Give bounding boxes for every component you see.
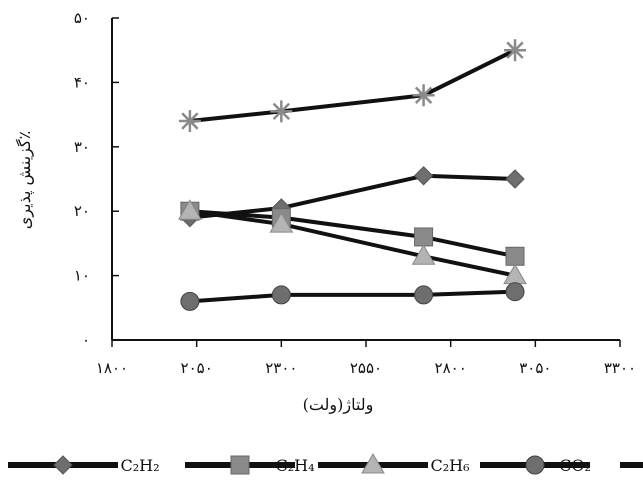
legend-marker [53,455,73,475]
series-line [189,48,516,124]
legend-marker [525,455,545,475]
data-point [270,100,293,123]
y-axis-title: گزینش پذیری٪ [15,131,34,229]
series-line [189,209,516,259]
data-point [504,39,527,62]
legend: C₂H₂ C₂H₄ C₂H₆ CO₂ [8,453,643,475]
y-tick-label: ۱۰ [74,267,90,285]
legend-label: C₂H₂ [120,456,159,475]
x-tick-label: ۲۵۵۰ [350,359,382,377]
series-line [189,209,516,278]
x-tick-label: ۲۸۰۰ [435,359,467,377]
data-point [269,212,294,233]
series-line [189,289,516,304]
data-point [414,285,434,305]
data-point [271,285,291,305]
plot-layer: ۰ ۱۰ ۲۰ ۳۰ ۴۰ ۵۰ ۱۸۰۰ ۲۰۵۰ ۲۳۰۰ ۲۵۵۰ ۲۸۰۰ ۳۰۵۰ ۳۳۰۰ [74,9,636,377]
x-tick-label: ۳۳۰۰ [604,359,636,377]
legend-marker [230,455,250,475]
y-tick-label: ۳۰ [74,138,90,156]
y-tick-label: ۰ [82,331,90,349]
data-point [411,244,436,265]
data-point [178,199,202,220]
legend-label: CO₂ [559,456,591,475]
legend-label: C₂H₆ [430,456,469,475]
y-tick-label: ۵۰ [74,9,90,27]
series-line [189,173,516,220]
y-tick-label: ۴۰ [74,73,90,91]
x-tick-label: ۲۳۰۰ [265,359,297,377]
x-tick-label: ۳۰۵۰ [519,359,551,377]
legend-label: C₂H₄ [275,456,314,475]
legend-marker [361,453,385,474]
x-tick-label: ۲۰۵۰ [181,359,213,377]
x-tick-label: ۱۸۰۰ [96,359,128,377]
data-point [505,246,525,266]
data-point [505,282,525,302]
data-point [414,227,434,247]
data-point [178,110,201,133]
data-point [412,84,435,107]
data-point [413,166,434,186]
y-tick-label: ۲۰ [74,202,90,220]
data-point [505,169,525,189]
data-point [180,291,200,311]
x-axis-title: ولتاژ(ولت) [303,395,374,414]
